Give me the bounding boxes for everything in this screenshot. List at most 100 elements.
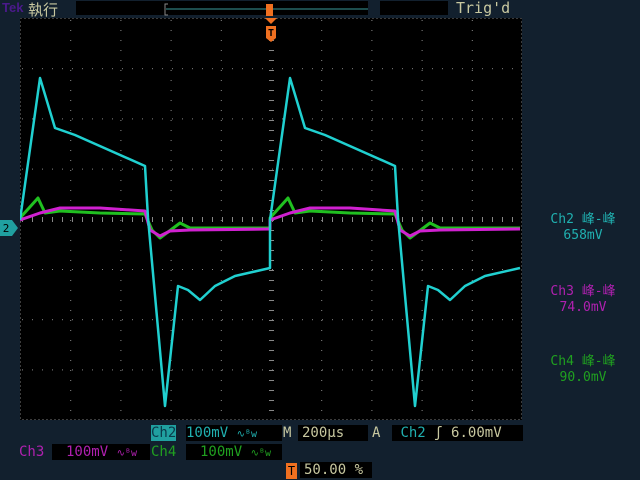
ch3-label[interactable]: Ch3 <box>19 444 45 460</box>
grid-dot <box>471 200 473 201</box>
grid-dot <box>372 118 373 120</box>
center-tick <box>269 290 274 291</box>
grid-dot <box>232 269 233 270</box>
ch4-label[interactable]: Ch4 <box>151 444 177 460</box>
grid-dot <box>321 20 323 21</box>
grid-dot <box>471 80 473 81</box>
grid-dot <box>421 130 423 131</box>
trigger-marker[interactable]: T <box>265 18 277 42</box>
grid-dot <box>70 360 72 361</box>
grid-dot <box>70 140 72 141</box>
grid-dot <box>321 100 323 101</box>
grid-dot <box>371 340 373 341</box>
grid-dot <box>471 270 473 271</box>
grid-dot <box>70 70 72 71</box>
waveform-display[interactable] <box>18 18 522 420</box>
grid-dot <box>220 360 222 361</box>
center-tick <box>269 80 274 81</box>
grid-dot <box>421 210 423 211</box>
grid-dot <box>321 230 323 231</box>
grid-dot <box>321 260 323 261</box>
grid-dot <box>412 168 413 170</box>
ch2-scale[interactable]: 100mV ∿ᴮw <box>186 425 282 441</box>
grid-dot <box>120 90 122 91</box>
grid-dot <box>242 68 243 70</box>
timebase[interactable]: 200µs <box>298 425 368 441</box>
grid-dot <box>70 400 72 401</box>
grid-dot <box>120 310 122 311</box>
trigger-readout[interactable]: Ch2 ʃ 6.00mV <box>392 425 523 441</box>
record-view-bar <box>76 1 382 16</box>
grid-dot <box>120 340 122 341</box>
grid-dot <box>332 369 333 371</box>
grid-dot <box>512 168 513 170</box>
grid-dot <box>472 168 473 170</box>
trigger-position-icon: T <box>286 463 297 479</box>
grid-dot <box>332 118 333 120</box>
grid-dot <box>421 310 423 311</box>
ch3-scale[interactable]: 100mV ∿ᴮw <box>52 444 150 460</box>
grid-dot <box>72 269 73 270</box>
grid-dot <box>172 369 173 371</box>
grid-dot <box>321 380 323 381</box>
grid-dot <box>120 260 122 261</box>
grid-dot <box>371 310 373 311</box>
grid-dot <box>202 369 203 371</box>
grid-dot <box>220 250 222 251</box>
grid-dot <box>120 330 122 331</box>
grid-dot <box>302 269 303 270</box>
grid-dot <box>220 140 222 141</box>
grid-dot <box>70 170 72 171</box>
grid-dot <box>120 160 122 161</box>
grid-dot <box>162 269 163 270</box>
grid-dot <box>362 118 363 120</box>
grid-dot <box>482 168 483 170</box>
center-tick <box>269 410 274 411</box>
grid-dot <box>102 168 103 170</box>
center-tick <box>402 217 403 222</box>
grid-dot <box>232 319 233 321</box>
grid-dot <box>292 319 293 321</box>
grid-dot <box>421 300 423 301</box>
grid-dot <box>170 140 172 141</box>
grid-dot <box>22 168 23 170</box>
ch2-waveform <box>18 76 521 408</box>
trigger-status: Trig'd <box>456 0 511 17</box>
grid-dot <box>220 200 222 201</box>
grid-dot <box>70 220 72 221</box>
grid-dot <box>92 369 93 371</box>
grid-dot <box>392 319 393 321</box>
grid-dot <box>442 369 443 371</box>
grid-dot <box>70 120 72 121</box>
grid-dot <box>321 190 323 191</box>
ch2-ground-marker[interactable]: 2 <box>0 220 18 236</box>
grid-dot <box>492 319 493 321</box>
center-tick <box>332 217 333 222</box>
grid-dot <box>502 369 503 371</box>
grid-dot <box>152 369 153 371</box>
grid-dot <box>170 120 172 121</box>
grid-dot <box>170 80 172 81</box>
grid-dot <box>462 68 463 70</box>
grid-dot <box>120 280 122 281</box>
grid-dot <box>471 260 473 261</box>
grid-dot <box>352 369 353 371</box>
ch2-label[interactable]: Ch2 <box>151 425 177 441</box>
grid-dot <box>120 220 122 221</box>
grid-dot <box>421 60 423 61</box>
grid-dot <box>482 68 483 70</box>
grid-dot <box>72 168 73 170</box>
grid-dot <box>421 40 423 41</box>
ch4-scale[interactable]: 100mV ∿ᴮw <box>186 444 282 460</box>
grid-dot <box>342 168 343 170</box>
grid-dot <box>421 80 423 81</box>
grid-dot <box>312 369 313 371</box>
grid-dot <box>282 269 283 270</box>
grid-dot <box>52 168 53 170</box>
grid-dot <box>220 400 222 401</box>
grid-dot <box>342 68 343 70</box>
grid-dot <box>321 110 323 111</box>
trigger-position[interactable]: 50.00 % <box>300 462 372 478</box>
center-tick <box>242 217 243 222</box>
grid-dot <box>382 118 383 120</box>
